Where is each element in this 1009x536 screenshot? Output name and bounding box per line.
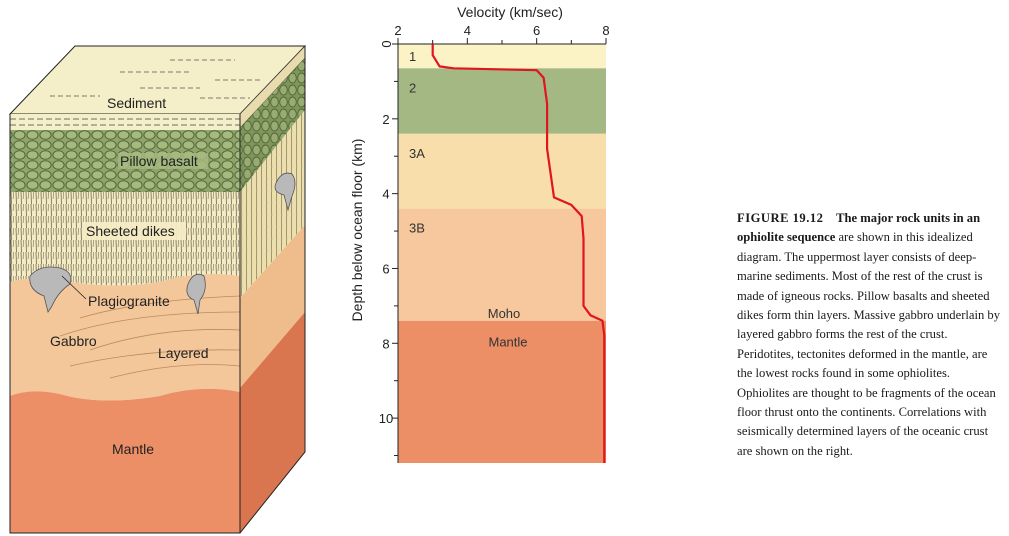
front-mantle — [10, 388, 240, 533]
x-tick-label: 6 — [533, 23, 540, 38]
layer-band-1 — [398, 68, 606, 134]
caption-body: are shown in this idealized diagram. The… — [737, 230, 1001, 458]
side-sheeted-dikes — [240, 110, 305, 298]
layer-band-2 — [398, 133, 606, 209]
velocity-profile-line — [431, 44, 606, 463]
layered-gabbro-lines — [59, 295, 241, 379]
y-tick-label: 6 — [382, 261, 389, 276]
y-tick-label: 8 — [382, 336, 389, 351]
label-sheeted-dikes: Sheeted dikes — [86, 223, 175, 239]
annotation-moho: Moho — [488, 306, 521, 321]
layer-label-4: Mantle — [488, 334, 527, 349]
label-pillow-basalt: Pillow basalt — [120, 153, 198, 169]
x-tick-label: 4 — [464, 23, 471, 38]
plagiogranite-blob-right — [186, 273, 206, 315]
y-tick-label: 10 — [379, 411, 393, 426]
front-gabbro — [10, 274, 240, 401]
side-pillow-basalt — [240, 58, 305, 192]
label-sediment: Sediment — [107, 95, 166, 111]
layer-band-4 — [398, 320, 606, 463]
label-plagiogranite: Plagiogranite — [88, 293, 170, 309]
y-tick-label: 0 — [379, 40, 394, 47]
y-tick-label: 4 — [382, 187, 389, 202]
y-tick-label: 2 — [382, 112, 389, 127]
layer-label-2: 3A — [409, 146, 425, 161]
layer-band-3 — [398, 208, 606, 321]
label-gabbro: Gabbro — [50, 333, 97, 349]
sediment-dashes — [50, 59, 260, 99]
layer-label-3: 3B — [409, 221, 425, 236]
layer-label-0: 1 — [409, 49, 416, 64]
layer-band-0 — [398, 44, 606, 69]
chart-ylabel: Depth below ocean floor (km) — [349, 139, 365, 322]
caption-figure-number: FIGURE 19.12 — [737, 211, 824, 225]
figure-caption: FIGURE 19.12 The major rock units in an … — [737, 209, 1001, 461]
front-sediment — [10, 114, 240, 130]
label-layered: Layered — [158, 345, 209, 361]
side-mantle — [240, 312, 305, 533]
side-gabbro — [240, 225, 305, 388]
x-tick-label: 8 — [602, 23, 609, 38]
x-tick-label: 2 — [394, 23, 401, 38]
layer-label-1: 2 — [409, 80, 416, 95]
caption-title: The major rock units in an ophiolite seq… — [737, 211, 981, 245]
side-plagiogranite-blob — [274, 172, 296, 212]
ophiolite-block-diagram: Sediment Pillow basalt Sheeted dikes Pla… — [8, 45, 307, 534]
chart-xlabel: Velocity (km/sec) — [457, 4, 563, 20]
label-mantle: Mantle — [112, 441, 154, 457]
